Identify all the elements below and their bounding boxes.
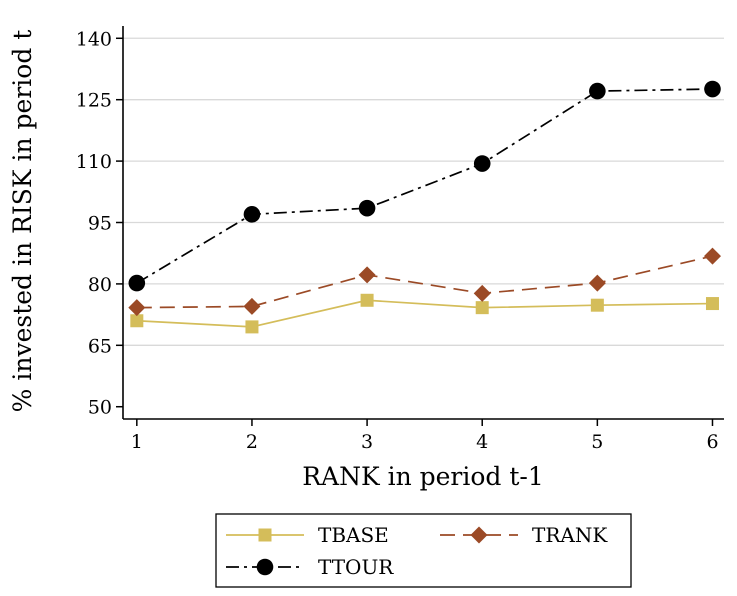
- data-point-tbase: [360, 293, 374, 307]
- data-point-ttour: [704, 80, 721, 98]
- legend-label-trank: TRANK: [532, 523, 608, 547]
- data-point-ttour: [473, 155, 491, 172]
- y-axis-title: % invested in RISK in period t: [8, 30, 37, 413]
- series-line-trank: [136, 255, 713, 309]
- series-line-tbase: [136, 299, 713, 328]
- series-line-ttour: [136, 88, 713, 284]
- y-tick-label: 65: [88, 335, 112, 357]
- data-point-ttour: [243, 206, 261, 223]
- data-point-tbase: [705, 297, 719, 311]
- data-point-trank: [243, 297, 261, 315]
- data-point-ttour: [128, 274, 146, 292]
- x-tick-label: 6: [706, 431, 718, 453]
- x-tick-label: 1: [131, 431, 143, 453]
- data-point-trank: [588, 274, 606, 292]
- legend-label-tbase: TBASE: [318, 523, 389, 547]
- data-point-ttour: [358, 199, 376, 217]
- y-tick-label: 125: [76, 90, 112, 112]
- x-tick-label: 3: [361, 431, 373, 453]
- data-point-tbase: [590, 298, 604, 312]
- y-tick-label: 50: [88, 397, 112, 419]
- x-tick-label: 2: [246, 431, 258, 453]
- legend: TBASE TRANK TTOUR: [215, 513, 632, 588]
- data-point-trank: [473, 284, 491, 302]
- x-tick-label: 5: [591, 431, 603, 453]
- series-group: [128, 80, 721, 334]
- x-axis-title: RANK in period t-1: [302, 462, 544, 491]
- legend-box: [215, 513, 632, 588]
- gridlines: [123, 37, 724, 346]
- data-point-trank: [128, 299, 146, 317]
- data-point-tbase: [245, 320, 259, 334]
- data-point-tbase: [475, 301, 489, 315]
- legend-marker-trank: [470, 526, 488, 544]
- axes: 50 65 80 95 110 125 140 1 2 3 4 5 6: [76, 26, 724, 453]
- legend-marker-ttour: [256, 558, 274, 576]
- legend-label-ttour: TTOUR: [318, 555, 394, 579]
- legend-marker-tbase: [258, 528, 272, 542]
- y-tick-label: 80: [88, 274, 112, 296]
- data-point-tbase: [130, 314, 144, 328]
- data-point-trank: [358, 266, 376, 284]
- y-tick-label: 110: [76, 151, 112, 173]
- data-point-ttour: [589, 82, 606, 100]
- y-tick-label: 140: [76, 28, 112, 50]
- x-tick-label: 4: [476, 431, 488, 453]
- y-tick-label: 95: [88, 213, 112, 235]
- data-point-trank: [703, 247, 721, 265]
